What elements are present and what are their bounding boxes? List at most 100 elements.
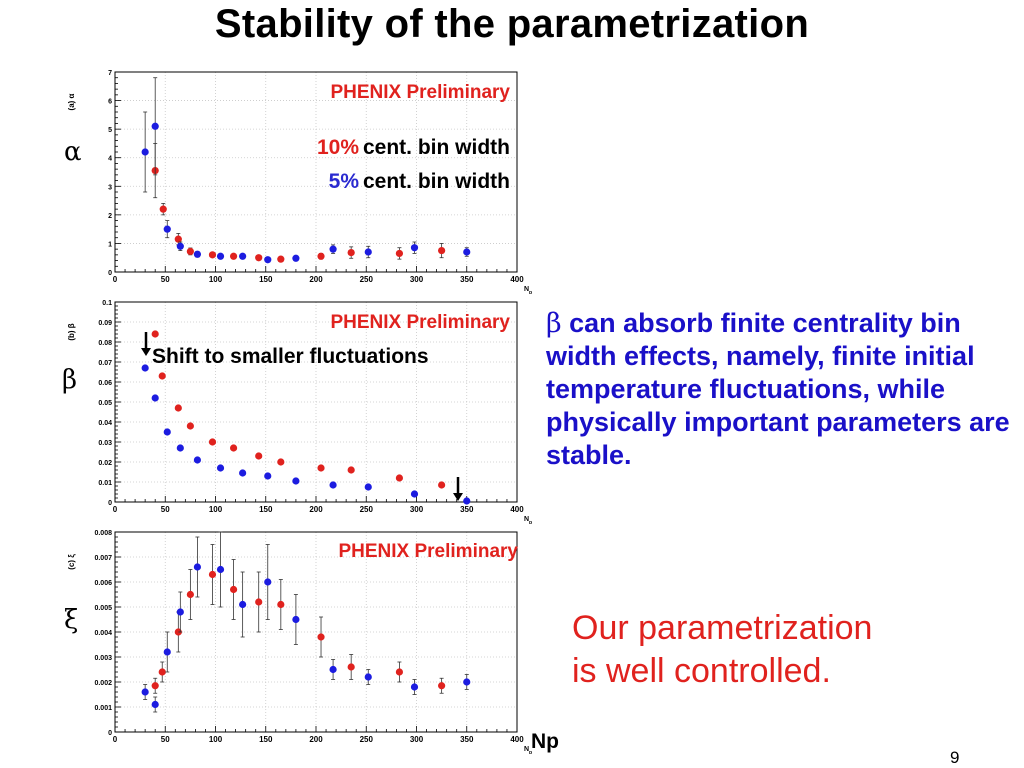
data-point-5pct [292,615,300,624]
x-tick-label: 250 [360,505,374,514]
np-axis-label: Np [531,730,559,753]
page-number: 9 [950,748,960,767]
y-tick-label: 0.02 [98,460,112,467]
data-point-10pct [255,254,263,262]
y-tick-label: 5 [108,127,112,134]
legend-5pct-text: cent. bin width [363,170,510,193]
panel-label: (b) β [67,323,76,340]
y-tick-label: 0.005 [94,605,112,612]
y-tick-label: 0 [108,500,112,507]
conclusion-line-2: is well controlled. [572,652,831,690]
x-tick-label: 350 [460,505,474,514]
data-point-10pct [174,404,182,412]
x-tick-label: 0 [113,275,118,284]
data-point-5pct [193,563,202,571]
y-tick-label: 3 [108,184,112,191]
data-point-5pct [216,464,225,472]
data-point-10pct [317,633,325,641]
data-point-10pct [277,458,285,466]
data-point-10pct [347,663,355,671]
panel-label: (c) ξ [67,554,76,570]
data-point-10pct [151,330,159,338]
data-point-10pct [158,668,166,676]
x-tick-label: 100 [209,275,223,284]
data-point-10pct [317,464,325,472]
x-tick-label: 100 [209,735,223,744]
conclusion-line-1: Our parametrization [572,609,873,647]
y-tick-label: 0.002 [94,680,112,687]
data-point-5pct [239,469,247,477]
data-point-5pct [292,477,300,485]
slide-title: Stability of the parametrization [214,2,810,46]
beta-explanation: β can absorb finite centrality bin width… [546,307,1022,472]
data-point-5pct [176,444,184,452]
y-tick-label: 1 [108,241,112,248]
x-tick-label: 400 [510,275,524,284]
data-point-5pct [264,472,272,480]
data-point-5pct [329,665,337,674]
y-tick-label: 6 [108,99,112,106]
conclusion: Our parametrization is well controlled. [572,607,872,693]
x-tick-label: 50 [161,275,170,284]
y-tick-label: 0 [108,270,112,277]
data-point-5pct [193,456,202,464]
data-point-5pct [410,683,419,691]
data-point-5pct [141,148,149,156]
data-point-5pct [264,256,272,264]
y-tick-label: 0.08 [98,340,112,347]
data-point-10pct [158,372,166,380]
y-tick-label: 0.06 [98,380,112,387]
data-point-10pct [438,682,446,690]
x-tick-label: 300 [410,275,424,284]
data-point-10pct [159,205,167,213]
legend-5pct-value: 5% [329,170,360,193]
y-tick-label: 0.07 [98,360,112,367]
alpha-axis-symbol: α [64,137,82,167]
data-point-10pct [255,598,263,606]
data-point-10pct [277,600,285,609]
data-point-10pct [395,668,404,676]
data-point-5pct [176,242,184,250]
data-point-10pct [208,438,217,446]
data-point-5pct [239,600,247,609]
data-point-10pct [438,481,446,489]
y-tick-label: 0.09 [98,320,112,327]
x-tick-label: 200 [309,735,323,744]
x-tick-label: 300 [410,735,424,744]
data-point-5pct [463,248,471,256]
data-point-5pct [329,481,337,489]
data-point-5pct [463,497,471,505]
data-point-10pct [208,570,217,579]
x-tick-label: 250 [360,735,374,744]
data-point-5pct [239,252,247,260]
data-point-5pct [141,364,149,372]
y-tick-label: 0.1 [102,300,112,307]
beta-axis-symbol: β [62,365,78,395]
shift-arrow-head [141,348,151,356]
y-tick-label: 2 [108,213,112,220]
data-point-5pct [193,250,202,258]
xi-axis-symbol: ξ [64,605,79,635]
data-point-10pct [255,452,263,460]
data-point-5pct [364,248,372,256]
y-tick-label: 0.004 [94,630,112,637]
data-point-5pct [176,608,184,616]
data-point-10pct [347,466,355,474]
y-tick-label: 7 [108,70,112,77]
data-point-5pct [216,252,225,260]
data-point-10pct [277,255,285,263]
data-point-10pct [395,249,404,258]
data-point-5pct [364,483,372,491]
data-point-10pct [347,248,355,257]
data-point-10pct [229,585,238,594]
data-point-5pct [141,688,149,696]
x-tick-label: 350 [460,275,474,284]
data-point-10pct [186,247,194,256]
y-tick-label: 0.05 [98,400,112,407]
x-axis-label-sub: p [529,520,532,524]
legend-10pct-value: 10% [317,136,359,159]
x-tick-label: 150 [259,505,273,514]
y-tick-label: 0.03 [98,440,112,447]
x-tick-label: 350 [460,735,474,744]
data-point-10pct [151,682,159,690]
